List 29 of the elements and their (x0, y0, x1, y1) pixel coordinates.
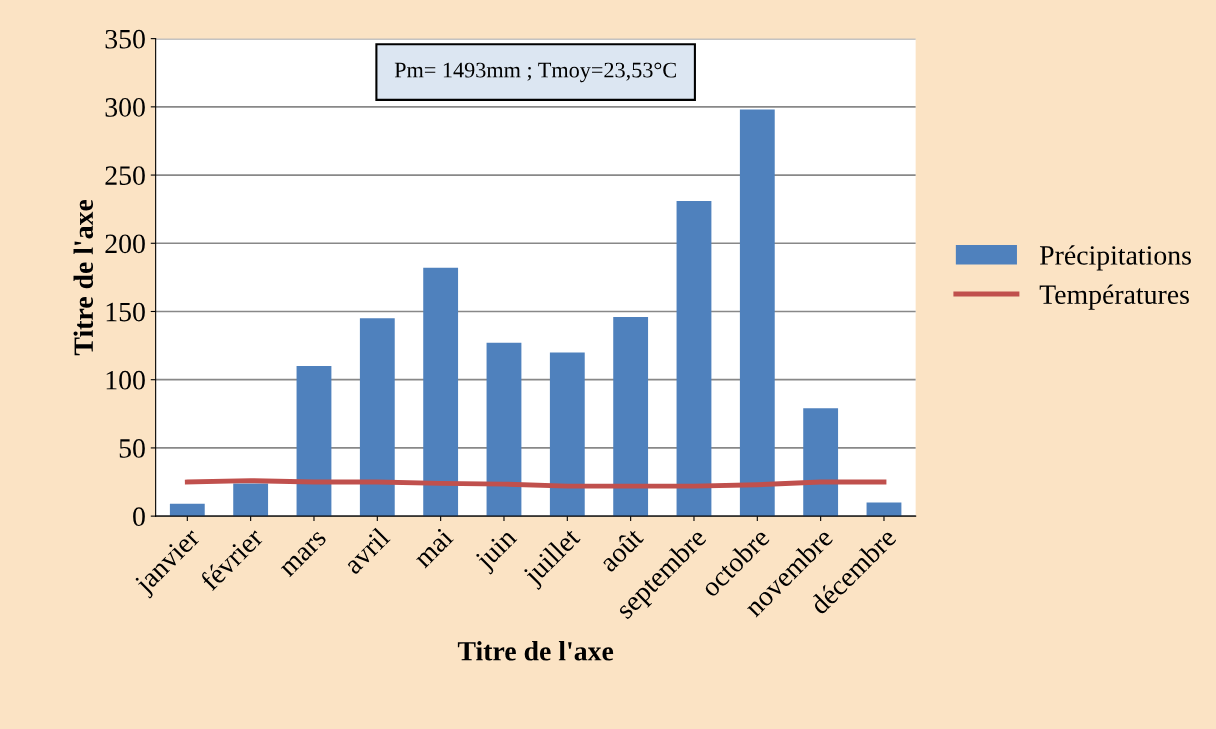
y-tick-label: 100 (106, 370, 145, 390)
x-tick-label: mai (412, 526, 455, 569)
annotation: Pm= 1493mm ; Tmoy=23,53°C (394, 62, 676, 83)
bar (359, 318, 395, 517)
bar (676, 200, 712, 517)
y-tick-label: 200 (105, 234, 145, 254)
x-tick-label: avril (342, 526, 391, 575)
y-tick-label: 50 (119, 439, 145, 458)
bar (296, 366, 332, 517)
y-tick-label: 250 (105, 166, 145, 185)
y-tick-label: 350 (105, 29, 145, 49)
legend-label: Températures (1039, 284, 1189, 310)
x-tick-label: mars (280, 530, 328, 578)
y-tick-label: 150 (106, 302, 145, 322)
bar (613, 316, 649, 517)
y-axis-title: Titre de l'axe (73, 199, 94, 356)
bar (233, 483, 269, 517)
bar (423, 267, 459, 517)
bar (549, 352, 585, 517)
bar (169, 503, 205, 517)
x-axis-title: Titre de l'axe (457, 641, 614, 661)
x-tick-label: juin (473, 526, 522, 575)
bar (486, 342, 522, 517)
legend-label: Précipitations (1039, 245, 1191, 271)
bar (803, 408, 839, 517)
bar (866, 502, 902, 517)
y-tick-label: 300 (105, 98, 145, 117)
y-tick-label: 0 (133, 507, 145, 527)
bar (739, 109, 775, 517)
